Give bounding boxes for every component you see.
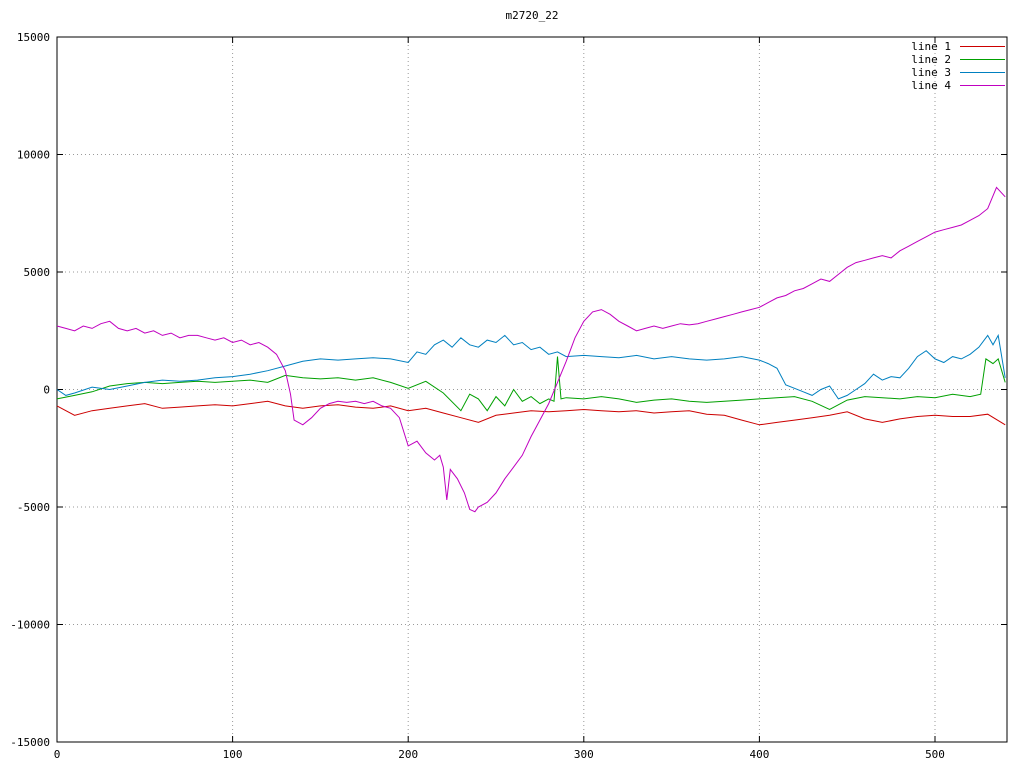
legend-entry: line 4 [911,79,1005,92]
x-tick-label: 500 [925,748,945,761]
chart-title: m2720_22 [505,9,559,22]
y-tick-label: 0 [43,384,50,397]
y-tick-label: -10000 [10,619,50,632]
series-line-2 [56,356,1006,412]
legend-line-sample [960,72,1005,73]
legend-line-sample [960,46,1005,47]
y-tick-label: -15000 [10,736,50,749]
x-tick-label: 100 [223,748,243,761]
legend-label: line 3 [911,66,951,79]
y-tick-label: 5000 [24,266,51,279]
legend-entry: line 3 [911,66,1005,79]
x-tick-label: 0 [54,748,61,761]
series-line-4 [56,186,1006,513]
legend: line 1 line 2 line 3 line 4 [911,40,1005,92]
plot-border [56,36,1008,743]
legend-label: line 1 [911,40,951,53]
series-line-3 [56,333,1006,400]
y-tick-label: -5000 [17,501,50,514]
y-tick-label: 10000 [17,149,50,162]
legend-label: line 2 [911,53,951,66]
x-tick-label: 400 [749,748,769,761]
legend-line-sample [960,85,1005,86]
x-tick-label: 300 [574,748,594,761]
y-tick-label: 15000 [17,31,50,44]
legend-line-sample [960,59,1005,60]
legend-entry: line 1 [911,40,1005,53]
legend-entry: line 2 [911,53,1005,66]
x-tick-label: 200 [398,748,418,761]
series-line-1 [56,400,1006,426]
legend-label: line 4 [911,79,951,92]
